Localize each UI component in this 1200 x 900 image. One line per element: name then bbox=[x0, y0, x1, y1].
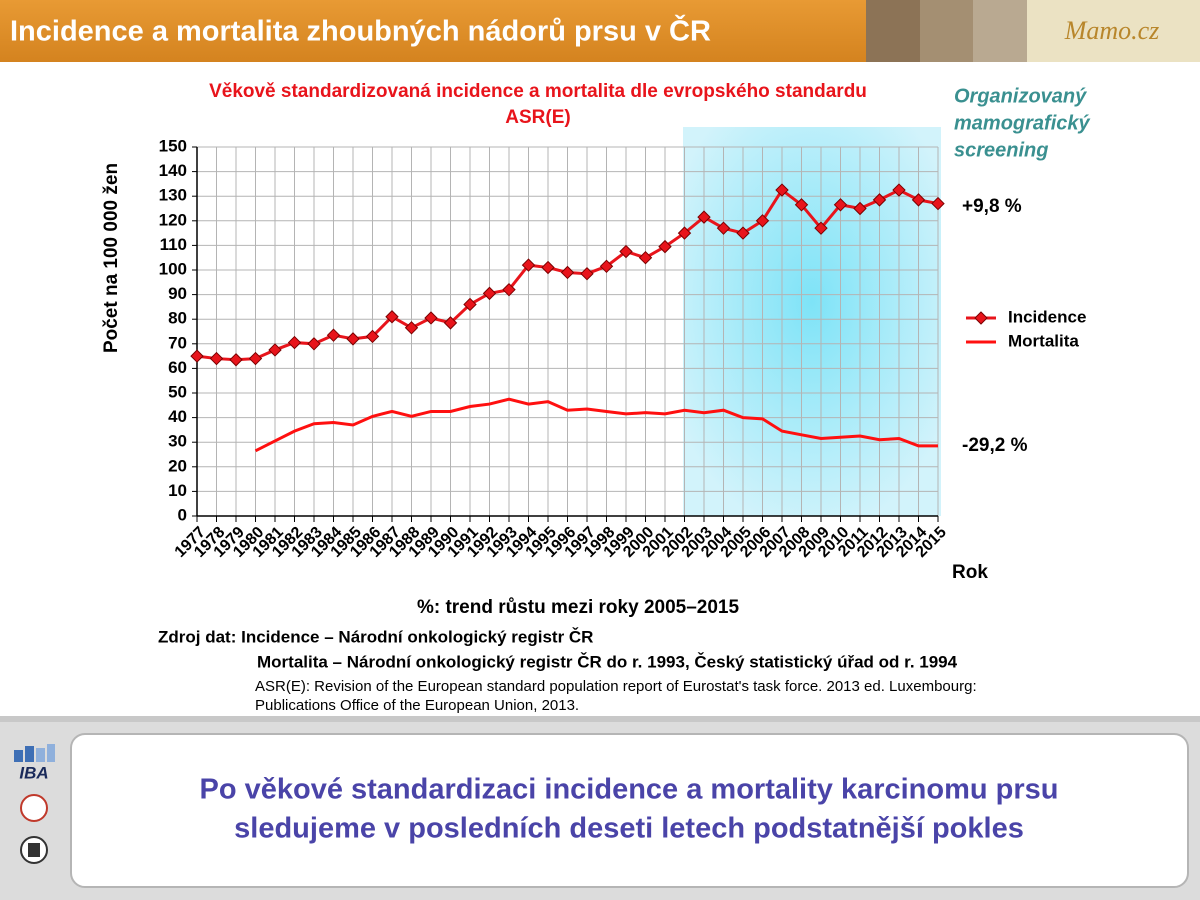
y-axis-label: Počet na 100 000 žen bbox=[101, 163, 122, 353]
footer-logo: IBA bbox=[19, 763, 48, 782]
legend-label: Mortalita bbox=[1008, 331, 1079, 350]
marker bbox=[385, 310, 399, 324]
message: sledujeme v posledních deseti letech pod… bbox=[234, 813, 1024, 845]
marker bbox=[229, 353, 243, 367]
legend-label: Incidence bbox=[1008, 307, 1086, 326]
y-tick-label: 120 bbox=[159, 210, 187, 229]
header-title: Incidence a mortalita zhoubných nádorů p… bbox=[10, 14, 711, 48]
marker bbox=[736, 226, 750, 240]
x-axis-label: Rok bbox=[952, 562, 988, 583]
marker bbox=[424, 311, 438, 325]
marker bbox=[248, 351, 263, 366]
marker bbox=[892, 183, 906, 197]
screening-note: mamografický bbox=[954, 112, 1090, 134]
message: Po věkové standardizaci incidence a mort… bbox=[199, 774, 1058, 806]
marker bbox=[404, 321, 419, 335]
marker bbox=[911, 193, 926, 207]
marker bbox=[619, 244, 633, 259]
logo-bar bbox=[25, 746, 34, 762]
marker bbox=[833, 198, 848, 212]
marker bbox=[599, 259, 614, 274]
y-tick-label: 30 bbox=[168, 432, 187, 451]
logo: Mamo.cz bbox=[1064, 16, 1160, 45]
y-tick-label: 60 bbox=[168, 358, 187, 377]
marker bbox=[521, 258, 536, 272]
logo-seal-mark bbox=[28, 843, 40, 857]
marker bbox=[580, 266, 594, 281]
annotation: +9,8 % bbox=[962, 196, 1022, 217]
y-tick-label: 110 bbox=[160, 235, 187, 254]
y-tick-label: 50 bbox=[168, 382, 187, 401]
screening-area bbox=[683, 127, 941, 516]
y-tick-label: 20 bbox=[168, 456, 187, 475]
annotation: -29,2 % bbox=[962, 435, 1028, 456]
marker bbox=[541, 260, 555, 275]
y-tick-label: 140 bbox=[159, 161, 187, 180]
chart-title: Věkově standardizovaná incidence a morta… bbox=[209, 81, 867, 102]
screening-note: screening bbox=[954, 139, 1048, 161]
marker bbox=[463, 297, 477, 312]
logo-seal bbox=[20, 794, 48, 822]
marker bbox=[482, 286, 497, 301]
chart-subtitle: ASR(E) bbox=[505, 107, 570, 128]
message-box bbox=[70, 733, 1189, 888]
header-block bbox=[866, 0, 920, 62]
marker bbox=[209, 351, 224, 366]
marker bbox=[190, 349, 204, 363]
marker bbox=[638, 250, 653, 265]
source: Mortalita – Národní onkologický registr … bbox=[257, 652, 958, 671]
y-tick-label: 100 bbox=[159, 259, 187, 278]
screening-note: Organizovaný bbox=[954, 85, 1087, 107]
logo-bar bbox=[14, 750, 23, 762]
marker bbox=[697, 210, 711, 224]
y-tick-label: 10 bbox=[168, 481, 187, 500]
marker bbox=[931, 196, 945, 211]
marker bbox=[365, 329, 380, 344]
marker bbox=[775, 183, 789, 197]
footer-line bbox=[0, 716, 1200, 722]
marker bbox=[307, 337, 321, 351]
header-bar bbox=[0, 0, 866, 62]
marker bbox=[872, 193, 887, 207]
marker bbox=[560, 265, 575, 280]
y-tick-label: 80 bbox=[168, 309, 187, 328]
y-tick-label: 40 bbox=[168, 407, 187, 426]
y-tick-label: 70 bbox=[168, 333, 187, 352]
legend-marker bbox=[974, 311, 988, 325]
y-tick-label: 150 bbox=[159, 136, 187, 155]
marker bbox=[814, 221, 828, 235]
marker bbox=[755, 214, 770, 228]
source: Publications Office of the European Unio… bbox=[255, 697, 579, 714]
marker bbox=[346, 332, 360, 346]
series-line bbox=[254, 397, 938, 453]
marker bbox=[502, 282, 516, 297]
y-tick-label: 130 bbox=[159, 186, 187, 205]
marker bbox=[794, 198, 809, 212]
marker bbox=[287, 335, 302, 350]
marker bbox=[443, 316, 458, 330]
marker bbox=[716, 221, 731, 235]
header-block bbox=[920, 0, 973, 62]
trend-note: %: trend růstu mezi roky 2005–2015 bbox=[417, 597, 740, 618]
y-tick-label: 90 bbox=[168, 284, 187, 303]
header-block bbox=[973, 0, 1027, 62]
y-tick-label: 0 bbox=[178, 505, 187, 524]
marker bbox=[677, 226, 692, 240]
marker bbox=[658, 239, 672, 254]
source: ASR(E): Revision of the European standar… bbox=[255, 678, 977, 695]
marker bbox=[326, 328, 341, 342]
source: Zdroj dat: Incidence – Národní onkologic… bbox=[158, 627, 593, 646]
marker bbox=[268, 343, 282, 357]
marker bbox=[853, 201, 867, 216]
logo-bar bbox=[36, 748, 45, 762]
logo-bar bbox=[47, 744, 55, 762]
logo-area bbox=[1027, 0, 1200, 62]
